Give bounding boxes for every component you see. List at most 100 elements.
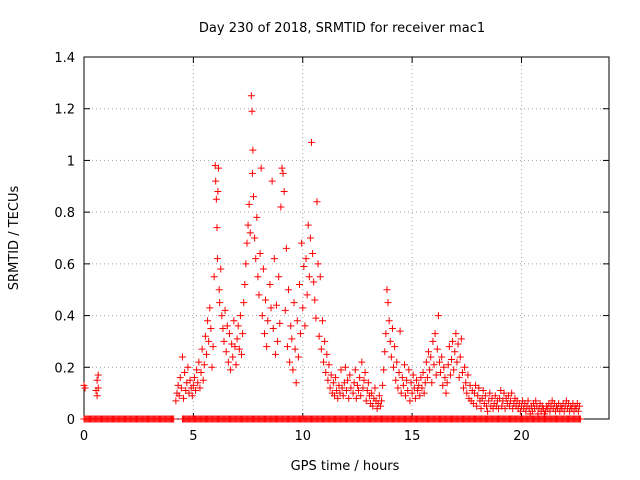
data-point	[420, 389, 428, 397]
data-point	[343, 387, 350, 395]
data-point	[341, 363, 349, 371]
data-point	[181, 368, 189, 376]
data-point	[302, 255, 310, 263]
data-point	[322, 368, 330, 376]
data-point	[416, 392, 424, 400]
data-point	[278, 164, 286, 172]
data-point	[339, 392, 347, 400]
data-point	[176, 374, 184, 382]
data-point	[574, 407, 582, 415]
data-point	[93, 392, 101, 400]
y-tick-label: 0.8	[54, 206, 75, 221]
data-point	[275, 273, 283, 281]
data-point	[457, 335, 465, 343]
data-point	[200, 361, 208, 369]
x-tick-label: 0	[80, 429, 88, 444]
data-point	[304, 221, 312, 229]
data-point	[431, 330, 439, 338]
data-point	[421, 379, 429, 387]
chart-title: Day 230 of 2018, SRMTID for receiver mac…	[199, 21, 485, 36]
data-point	[460, 384, 468, 392]
data-point	[418, 384, 426, 392]
data-point	[281, 306, 289, 314]
data-point	[255, 291, 263, 299]
data-point	[398, 374, 406, 382]
data-point	[394, 384, 402, 392]
data-point	[423, 374, 431, 382]
data-point	[240, 299, 248, 307]
data-point	[376, 402, 384, 410]
data-point	[382, 330, 390, 338]
data-point	[93, 376, 101, 384]
data-point	[380, 366, 388, 374]
data-point	[197, 368, 205, 376]
data-point	[212, 195, 220, 203]
data-point	[320, 358, 328, 366]
data-point	[94, 371, 102, 379]
data-point	[396, 327, 404, 335]
data-point	[318, 317, 326, 325]
data-point	[445, 343, 453, 351]
data-point	[327, 371, 335, 379]
data-point	[308, 138, 315, 146]
data-point	[225, 330, 233, 338]
data-point	[288, 335, 296, 343]
data-point	[402, 392, 410, 400]
data-point	[299, 304, 307, 312]
data-point	[209, 343, 217, 351]
data-point	[239, 330, 247, 338]
data-point	[276, 319, 284, 327]
y-tick-label: 0	[67, 413, 75, 428]
data-point	[292, 379, 300, 387]
data-point	[231, 343, 239, 351]
data-point	[283, 343, 291, 351]
data-point	[208, 363, 216, 371]
data-point	[453, 358, 461, 366]
data-point	[266, 281, 274, 289]
data-point	[254, 273, 262, 281]
data-point	[198, 345, 206, 353]
data-point	[575, 402, 583, 410]
y-tick-label: 0.2	[54, 361, 75, 376]
data-point	[291, 345, 299, 353]
data-point	[417, 374, 425, 382]
data-point	[246, 229, 254, 237]
data-point	[450, 366, 458, 374]
data-point	[206, 304, 214, 312]
data-point	[349, 389, 357, 397]
data-point	[388, 325, 396, 332]
data-point	[362, 397, 370, 405]
data-point	[300, 262, 308, 270]
data-point	[214, 187, 222, 195]
data-point	[193, 366, 201, 374]
data-point	[353, 381, 361, 389]
data-point	[188, 392, 196, 400]
data-point	[217, 265, 225, 273]
data-point	[178, 353, 186, 361]
data-point	[210, 273, 218, 281]
data-point	[324, 376, 332, 384]
data-point	[491, 392, 499, 400]
data-point	[262, 296, 270, 304]
data-point	[359, 384, 367, 392]
data-point	[285, 286, 293, 294]
y-tick-label: 0.6	[54, 258, 75, 273]
data-point	[267, 304, 275, 312]
data-point	[532, 397, 540, 405]
y-tick-label: 0.4	[54, 310, 75, 325]
data-point	[273, 301, 280, 309]
data-point	[434, 312, 442, 320]
data-point	[315, 332, 323, 340]
y-tick-label: 1	[67, 154, 75, 169]
data-point	[407, 379, 415, 387]
data-point	[479, 387, 487, 395]
data-point	[180, 394, 188, 402]
data-point	[172, 397, 180, 405]
data-point	[355, 387, 363, 395]
data-point	[213, 255, 221, 263]
data-point	[419, 368, 427, 376]
data-point	[429, 337, 437, 345]
data-point	[326, 384, 334, 392]
data-point	[244, 221, 252, 229]
data-point	[425, 348, 433, 356]
